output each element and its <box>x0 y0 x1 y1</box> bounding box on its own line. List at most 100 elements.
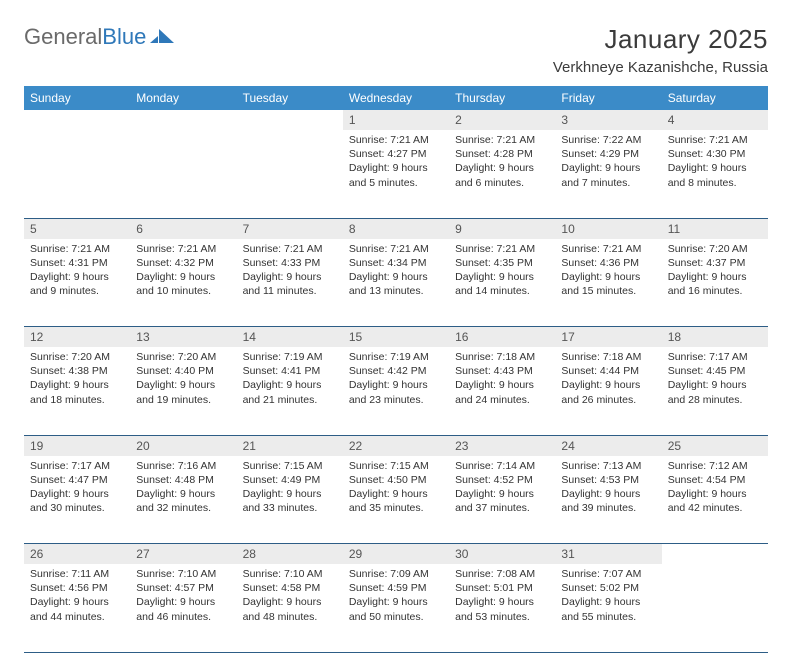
daylight-line: Daylight: 9 hours and 39 minutes. <box>561 487 655 515</box>
day-cell-body: Sunrise: 7:21 AMSunset: 4:32 PMDaylight:… <box>130 239 236 305</box>
calendar-body: 1234Sunrise: 7:21 AMSunset: 4:27 PMDayli… <box>24 110 768 652</box>
sunset-line: Sunset: 4:31 PM <box>30 256 124 270</box>
day-cell: Sunrise: 7:18 AMSunset: 4:43 PMDaylight:… <box>449 347 555 435</box>
sunrise-line: Sunrise: 7:21 AM <box>561 242 655 256</box>
daylight-line: Daylight: 9 hours and 7 minutes. <box>561 161 655 189</box>
day-cell: Sunrise: 7:17 AMSunset: 4:47 PMDaylight:… <box>24 456 130 544</box>
brand-name: GeneralBlue <box>24 24 146 50</box>
day-cell: Sunrise: 7:16 AMSunset: 4:48 PMDaylight:… <box>130 456 236 544</box>
sunrise-line: Sunrise: 7:22 AM <box>561 133 655 147</box>
daylight-line: Daylight: 9 hours and 24 minutes. <box>455 378 549 406</box>
day-cell-body: Sunrise: 7:17 AMSunset: 4:47 PMDaylight:… <box>24 456 130 522</box>
day-cell-body: Sunrise: 7:21 AMSunset: 4:34 PMDaylight:… <box>343 239 449 305</box>
daylight-line: Daylight: 9 hours and 30 minutes. <box>30 487 124 515</box>
sunset-line: Sunset: 4:29 PM <box>561 147 655 161</box>
day-number-cell: 15 <box>343 327 449 348</box>
sunrise-line: Sunrise: 7:21 AM <box>455 242 549 256</box>
week-row: Sunrise: 7:17 AMSunset: 4:47 PMDaylight:… <box>24 456 768 544</box>
day-cell: Sunrise: 7:20 AMSunset: 4:40 PMDaylight:… <box>130 347 236 435</box>
sunrise-line: Sunrise: 7:16 AM <box>136 459 230 473</box>
sunrise-line: Sunrise: 7:08 AM <box>455 567 549 581</box>
day-cell-body: Sunrise: 7:08 AMSunset: 5:01 PMDaylight:… <box>449 564 555 630</box>
brand-logo: GeneralBlue <box>24 24 176 50</box>
sunset-line: Sunset: 4:50 PM <box>349 473 443 487</box>
daylight-line: Daylight: 9 hours and 48 minutes. <box>243 595 337 623</box>
header: GeneralBlue January 2025 Verkhneye Kazan… <box>24 24 768 76</box>
day-cell: Sunrise: 7:17 AMSunset: 4:45 PMDaylight:… <box>662 347 768 435</box>
day-cell-body: Sunrise: 7:20 AMSunset: 4:38 PMDaylight:… <box>24 347 130 413</box>
day-cell <box>237 130 343 218</box>
day-number-cell: 18 <box>662 327 768 348</box>
daynum-row: 567891011 <box>24 218 768 239</box>
day-number-cell: 25 <box>662 435 768 456</box>
sunset-line: Sunset: 4:52 PM <box>455 473 549 487</box>
calendar-head: SundayMondayTuesdayWednesdayThursdayFrid… <box>24 86 768 110</box>
day-cell: Sunrise: 7:08 AMSunset: 5:01 PMDaylight:… <box>449 564 555 652</box>
day-cell-body: Sunrise: 7:21 AMSunset: 4:28 PMDaylight:… <box>449 130 555 196</box>
daynum-row: 19202122232425 <box>24 435 768 456</box>
sunrise-line: Sunrise: 7:18 AM <box>561 350 655 364</box>
day-cell-body: Sunrise: 7:12 AMSunset: 4:54 PMDaylight:… <box>662 456 768 522</box>
weekday-header: Saturday <box>662 86 768 110</box>
daynum-row: 12131415161718 <box>24 327 768 348</box>
day-cell: Sunrise: 7:12 AMSunset: 4:54 PMDaylight:… <box>662 456 768 544</box>
day-number-cell: 10 <box>555 218 661 239</box>
day-cell: Sunrise: 7:21 AMSunset: 4:28 PMDaylight:… <box>449 130 555 218</box>
day-number-cell: 27 <box>130 544 236 565</box>
day-number-cell: 19 <box>24 435 130 456</box>
calendar-page: GeneralBlue January 2025 Verkhneye Kazan… <box>0 0 792 653</box>
day-cell: Sunrise: 7:21 AMSunset: 4:36 PMDaylight:… <box>555 239 661 327</box>
daylight-line: Daylight: 9 hours and 6 minutes. <box>455 161 549 189</box>
day-cell-body: Sunrise: 7:21 AMSunset: 4:27 PMDaylight:… <box>343 130 449 196</box>
daylight-line: Daylight: 9 hours and 46 minutes. <box>136 595 230 623</box>
day-number-cell: 4 <box>662 110 768 130</box>
sunrise-line: Sunrise: 7:18 AM <box>455 350 549 364</box>
sunset-line: Sunset: 4:34 PM <box>349 256 443 270</box>
day-number-cell: 30 <box>449 544 555 565</box>
day-cell-body: Sunrise: 7:22 AMSunset: 4:29 PMDaylight:… <box>555 130 661 196</box>
sunset-line: Sunset: 4:58 PM <box>243 581 337 595</box>
day-cell: Sunrise: 7:19 AMSunset: 4:41 PMDaylight:… <box>237 347 343 435</box>
day-cell-body: Sunrise: 7:13 AMSunset: 4:53 PMDaylight:… <box>555 456 661 522</box>
sunrise-line: Sunrise: 7:10 AM <box>243 567 337 581</box>
day-cell <box>24 130 130 218</box>
daylight-line: Daylight: 9 hours and 55 minutes. <box>561 595 655 623</box>
daylight-line: Daylight: 9 hours and 33 minutes. <box>243 487 337 515</box>
sunset-line: Sunset: 5:02 PM <box>561 581 655 595</box>
sunrise-line: Sunrise: 7:15 AM <box>349 459 443 473</box>
day-number-cell: 6 <box>130 218 236 239</box>
weekday-header: Thursday <box>449 86 555 110</box>
day-cell: Sunrise: 7:21 AMSunset: 4:30 PMDaylight:… <box>662 130 768 218</box>
weekday-header: Tuesday <box>237 86 343 110</box>
sunrise-line: Sunrise: 7:21 AM <box>349 133 443 147</box>
daynum-row: 1234 <box>24 110 768 130</box>
sunrise-line: Sunrise: 7:19 AM <box>349 350 443 364</box>
title-block: January 2025 Verkhneye Kazanishche, Russ… <box>553 24 768 76</box>
day-cell-body: Sunrise: 7:20 AMSunset: 4:37 PMDaylight:… <box>662 239 768 305</box>
day-number-cell: 16 <box>449 327 555 348</box>
day-number-cell: 12 <box>24 327 130 348</box>
sunrise-line: Sunrise: 7:15 AM <box>243 459 337 473</box>
day-number-cell: 13 <box>130 327 236 348</box>
daylight-line: Daylight: 9 hours and 53 minutes. <box>455 595 549 623</box>
day-cell: Sunrise: 7:21 AMSunset: 4:27 PMDaylight:… <box>343 130 449 218</box>
brand-mark-icon <box>150 25 176 50</box>
sunset-line: Sunset: 5:01 PM <box>455 581 549 595</box>
day-cell: Sunrise: 7:22 AMSunset: 4:29 PMDaylight:… <box>555 130 661 218</box>
month-title: January 2025 <box>553 24 768 55</box>
sunset-line: Sunset: 4:56 PM <box>30 581 124 595</box>
day-cell-body: Sunrise: 7:21 AMSunset: 4:35 PMDaylight:… <box>449 239 555 305</box>
sunset-line: Sunset: 4:43 PM <box>455 364 549 378</box>
day-number-cell <box>662 544 768 565</box>
sunrise-line: Sunrise: 7:21 AM <box>243 242 337 256</box>
daylight-line: Daylight: 9 hours and 14 minutes. <box>455 270 549 298</box>
day-number-cell: 28 <box>237 544 343 565</box>
weekday-header: Monday <box>130 86 236 110</box>
sunrise-line: Sunrise: 7:21 AM <box>455 133 549 147</box>
weekday-header: Wednesday <box>343 86 449 110</box>
sunset-line: Sunset: 4:30 PM <box>668 147 762 161</box>
day-cell-body: Sunrise: 7:16 AMSunset: 4:48 PMDaylight:… <box>130 456 236 522</box>
sunrise-line: Sunrise: 7:17 AM <box>30 459 124 473</box>
day-cell: Sunrise: 7:21 AMSunset: 4:32 PMDaylight:… <box>130 239 236 327</box>
sunset-line: Sunset: 4:47 PM <box>30 473 124 487</box>
